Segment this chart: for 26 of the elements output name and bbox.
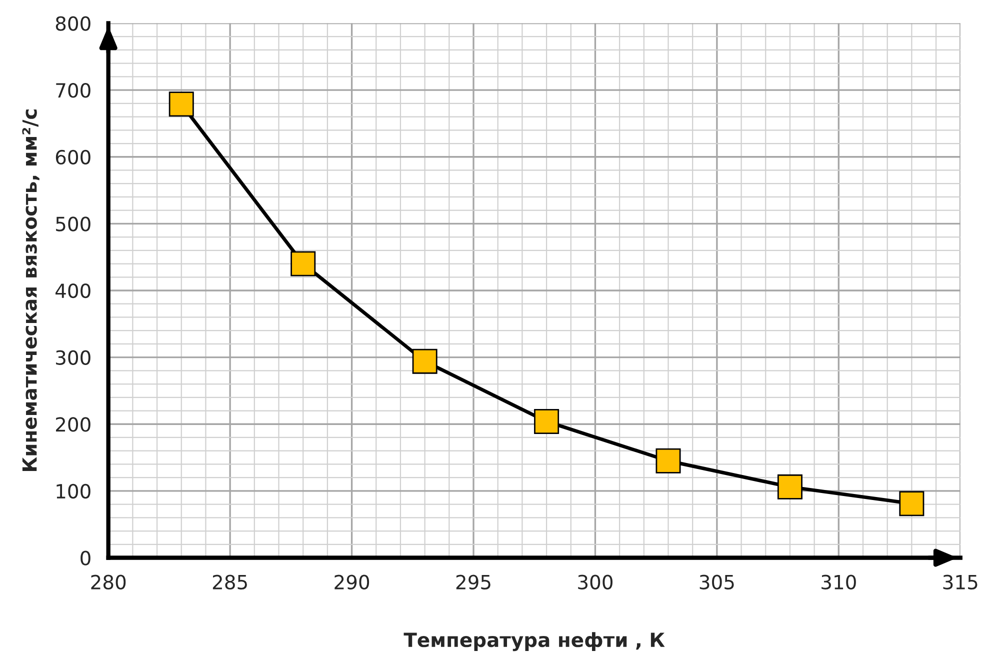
point (899, 491, 924, 516)
y-tick-label: 100 (56, 484, 90, 499)
x-tick-label: 285 (212, 574, 247, 590)
x-tick-label: 310 (822, 574, 856, 590)
point (656, 448, 681, 474)
x-tick-label: 300 (578, 574, 612, 590)
x-tick-label: 290 (334, 574, 370, 590)
x-tick-label: 280 (91, 574, 126, 590)
y-tick-label: 500 (56, 216, 90, 232)
x-tick-label: 315 (943, 574, 978, 590)
y-tick-label: 600 (56, 150, 90, 165)
y-tick-label: 800 (56, 16, 90, 31)
y-axis-title: Кинематическая вязкость, мм²/с (22, 110, 40, 471)
y-tick-label: 200 (56, 417, 90, 432)
y-tick-label: 400 (56, 283, 90, 298)
point (412, 348, 438, 374)
y-tick-label: 300 (56, 350, 90, 365)
point (290, 251, 316, 276)
point (534, 408, 560, 434)
y-tick-label: 700 (56, 83, 90, 98)
x-tick-label: 295 (456, 574, 490, 590)
y-tick-label: 0 (80, 550, 90, 566)
point (777, 474, 802, 500)
x-axis-title: Температура нефти , К (404, 632, 665, 652)
x-tick-label: 305 (700, 574, 734, 590)
point (168, 92, 194, 117)
